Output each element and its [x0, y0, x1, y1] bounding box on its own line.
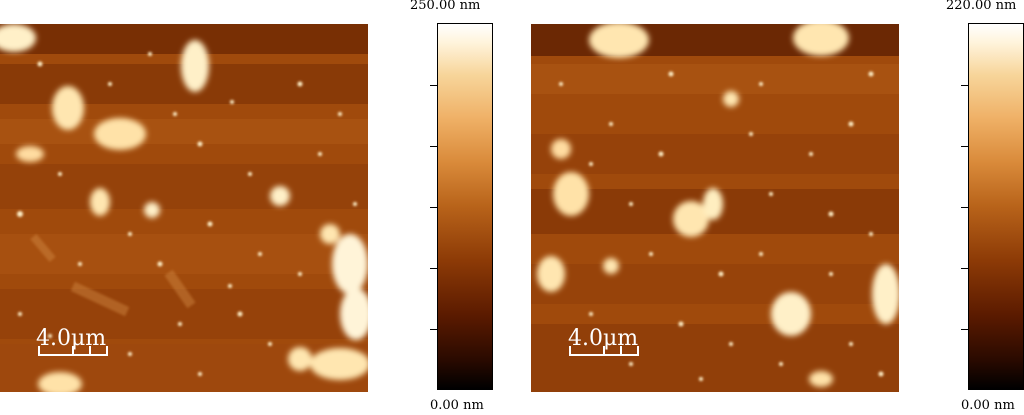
afm-topography-left [0, 24, 368, 392]
colorbar-max-label-left: 250.00 nm [410, 0, 481, 13]
colorbar-right [968, 23, 1024, 390]
colorbar-min-label-left: 0.00 nm [430, 398, 484, 413]
afm-topography-right [531, 24, 899, 392]
afm-image-right [531, 24, 899, 392]
colorbar-max-label-right: 220.00 nm [946, 0, 1017, 13]
scalebar-left [38, 346, 108, 356]
afm-image-left [0, 24, 368, 392]
scalebar-label-left: 4.0μm [36, 326, 107, 351]
colorbar-min-label-right: 0.00 nm [961, 398, 1015, 413]
scalebar-right [569, 346, 639, 356]
scalebar-label-right: 4.0μm [568, 326, 639, 351]
colorbar-left [437, 23, 493, 390]
